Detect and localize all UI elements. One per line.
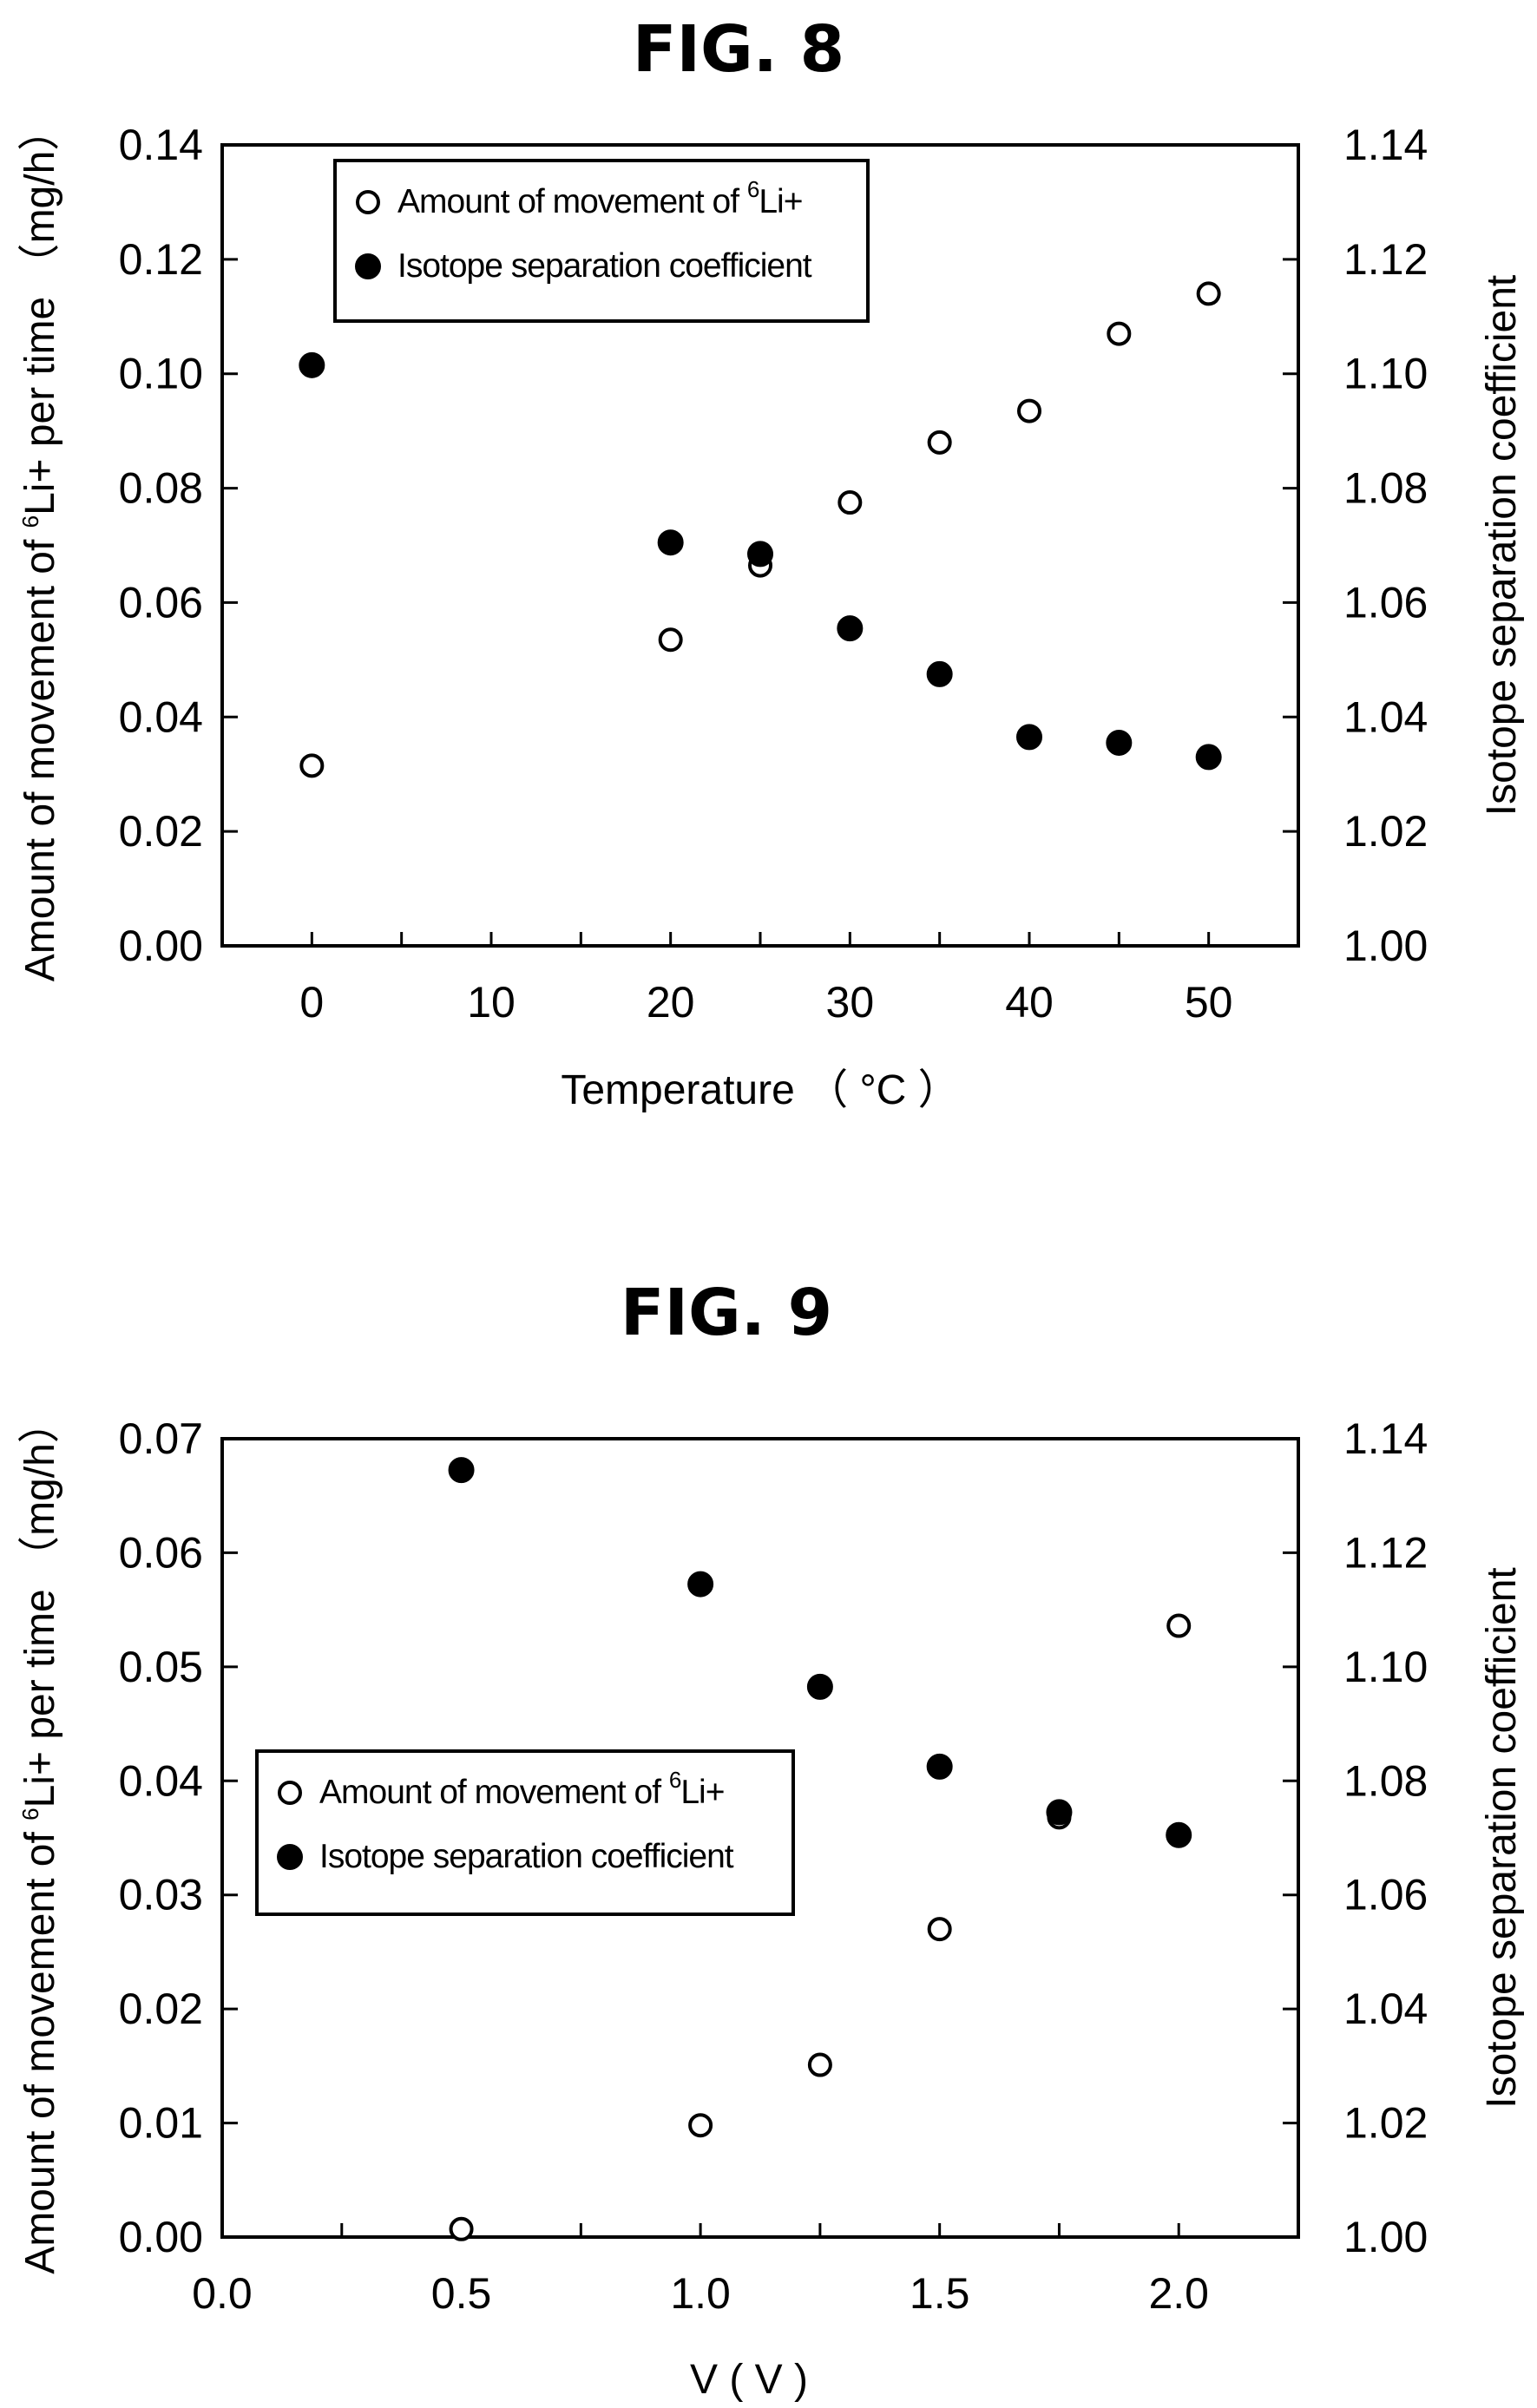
y2-tick-label: 1.10 xyxy=(1343,350,1428,398)
x-tick-label: 1.0 xyxy=(670,2269,731,2318)
y-tick-label: 0.05 xyxy=(119,1643,203,1691)
y-tick-label: 0.02 xyxy=(119,1985,203,2033)
y2-tick-label: 1.02 xyxy=(1343,807,1428,856)
y2-tick-label: 1.04 xyxy=(1343,1985,1428,2033)
y2-tick-label: 1.08 xyxy=(1343,1756,1428,1805)
y2-axis-label: Isotope separation coefficient xyxy=(1479,1567,1525,2109)
y2-tick-label: 1.08 xyxy=(1343,464,1428,513)
data-point-coefficient xyxy=(1016,724,1042,751)
y2-axis-label: Isotope separation coefficient xyxy=(1479,275,1525,817)
y-tick-label: 0.12 xyxy=(119,235,203,284)
data-point-amount xyxy=(1166,1613,1192,1638)
legend-entry: Isotope separation coefficient xyxy=(319,1838,734,1875)
data-point-coefficient xyxy=(926,1753,953,1780)
y2-tick-label: 1.06 xyxy=(1343,578,1428,627)
data-point-coefficient xyxy=(1046,1799,1073,1826)
legend-entry: Amount of movement of 6Li+ xyxy=(319,1767,724,1811)
x-tick-label: 30 xyxy=(826,978,875,1027)
data-point-coefficient xyxy=(837,615,864,642)
plot-layer: 0.0 0.5 1.0 1.5 2.0 0.00 0.01 0.02 0.03 0.04 0.05 0… xyxy=(17,1401,1525,2403)
y2-tick-label: 1.12 xyxy=(1343,235,1428,284)
x-tick-label: 2.0 xyxy=(1148,2269,1209,2318)
y-tick-label: 0.00 xyxy=(119,2213,203,2261)
x-tick-label: 0 xyxy=(299,978,324,1027)
data-point-coefficient xyxy=(687,1571,714,1598)
data-point-amount xyxy=(807,2052,832,2077)
y-tick-label: 0.06 xyxy=(119,1528,203,1577)
legend-entry: Isotope separation coefficient xyxy=(397,247,812,285)
data-point-coefficient xyxy=(1166,1821,1192,1848)
data-point-amount xyxy=(927,1917,952,1942)
data-point-amount xyxy=(299,753,325,778)
x-tick-label: 40 xyxy=(1005,978,1054,1027)
data-point-amount xyxy=(449,2216,474,2241)
y2-tick-label: 1.10 xyxy=(1343,1643,1428,1691)
figure-9: FIG. 9 0.0 0.5 1.0 1.5 2.0 0.00 0.01 0.02 0.03 0.… xyxy=(0,1284,1537,2408)
data-point-coefficient xyxy=(1106,729,1133,756)
y2-tick-label: 1.14 xyxy=(1343,1414,1428,1463)
y-tick-label: 0.10 xyxy=(119,350,203,398)
x-tick-label: 1.5 xyxy=(910,2269,970,2318)
x-tick-label: 0.0 xyxy=(192,2269,253,2318)
data-point-coefficient xyxy=(926,660,953,687)
data-point-amount xyxy=(1196,281,1221,306)
data-point-amount xyxy=(688,2113,713,2138)
plot-frame xyxy=(220,1437,1300,2239)
data-point-amount xyxy=(1017,398,1041,423)
y2-tick-label: 1.12 xyxy=(1343,1528,1428,1577)
y-tick-label: 0.07 xyxy=(119,1414,203,1463)
y2-tick-label: 1.02 xyxy=(1343,2099,1428,2148)
data-point-coefficient xyxy=(657,529,684,556)
figure-8-chart: FIG. 8 0 10 20 30 40 50 0.00 0.02 0.04 0.06 0.08 0.… xyxy=(17,12,1525,1113)
y-tick-label: 0.06 xyxy=(119,578,203,627)
y-tick-label: 0.08 xyxy=(119,464,203,513)
x-axis-label: Temperature （ °C ） xyxy=(561,1067,959,1113)
figure-8: FIG. 8 0 10 20 30 40 50 0.00 0.02 0.04 0.06 0.08 0.… xyxy=(0,0,1537,1154)
data-point-coefficient xyxy=(806,1673,833,1700)
x-tick-label: 50 xyxy=(1185,978,1233,1027)
legend-box xyxy=(255,1749,795,1916)
y-tick-label: 0.02 xyxy=(119,807,203,856)
legend: Amount of movement of 6Li+ Isotope separa… xyxy=(255,1749,795,1916)
x-axis-label: V ( V ) xyxy=(690,2357,808,2403)
data-point-amount xyxy=(837,490,863,515)
legend-marker-filled-circle xyxy=(277,1844,303,1870)
y-axis-label: Amount of movement of 6Li+ per time （mg/… xyxy=(17,109,63,982)
y2-tick-label: 1.04 xyxy=(1343,692,1428,741)
data-point-coefficient xyxy=(448,1457,475,1484)
y2-tick-label: 1.00 xyxy=(1343,2213,1428,2261)
data-point-amount xyxy=(658,627,683,653)
legend-marker-filled-circle xyxy=(355,253,381,279)
y-tick-label: 0.00 xyxy=(119,922,203,970)
figure-title: FIG. 9 xyxy=(621,1284,832,1350)
x-tick-label: 0.5 xyxy=(431,2269,492,2318)
y-tick-label: 0.14 xyxy=(119,121,203,169)
legend-marker-open-circle xyxy=(356,190,380,214)
y-tick-label: 0.04 xyxy=(119,692,203,741)
data-point-coefficient xyxy=(299,351,325,378)
y2-tick-label: 1.14 xyxy=(1343,121,1428,169)
y-tick-label: 0.01 xyxy=(119,2099,203,2148)
x-tick-label: 10 xyxy=(467,978,516,1027)
data-point-amount xyxy=(1107,321,1132,346)
y2-tick-label: 1.00 xyxy=(1343,922,1428,970)
figure-title: FIG. 8 xyxy=(633,12,844,87)
legend-marker-open-circle xyxy=(278,1781,302,1805)
y-tick-label: 0.03 xyxy=(119,1871,203,1919)
data-point-coefficient xyxy=(1195,744,1222,771)
y-axis-label: Amount of movement of 6Li+ per time （mg/… xyxy=(17,1401,63,2274)
x-tick-label: 20 xyxy=(647,978,695,1027)
plot-layer: 0 10 20 30 40 50 0.00 0.02 0.04 0.06 0.08 0.10 0.12 0… xyxy=(17,109,1525,1113)
legend-entry: Amount of movement of 6Li+ xyxy=(397,176,802,220)
data-point-amount xyxy=(927,430,952,455)
data-point-coefficient xyxy=(747,541,773,568)
legend: Amount of movement of 6Li+ Isotope separa… xyxy=(333,159,870,323)
legend-box xyxy=(333,159,870,323)
y2-tick-label: 1.06 xyxy=(1343,1871,1428,1919)
figure-9-chart: FIG. 9 0.0 0.5 1.0 1.5 2.00.000.010.020.030.… xyxy=(17,1284,1525,2403)
y-tick-label: 0.04 xyxy=(119,1756,203,1805)
